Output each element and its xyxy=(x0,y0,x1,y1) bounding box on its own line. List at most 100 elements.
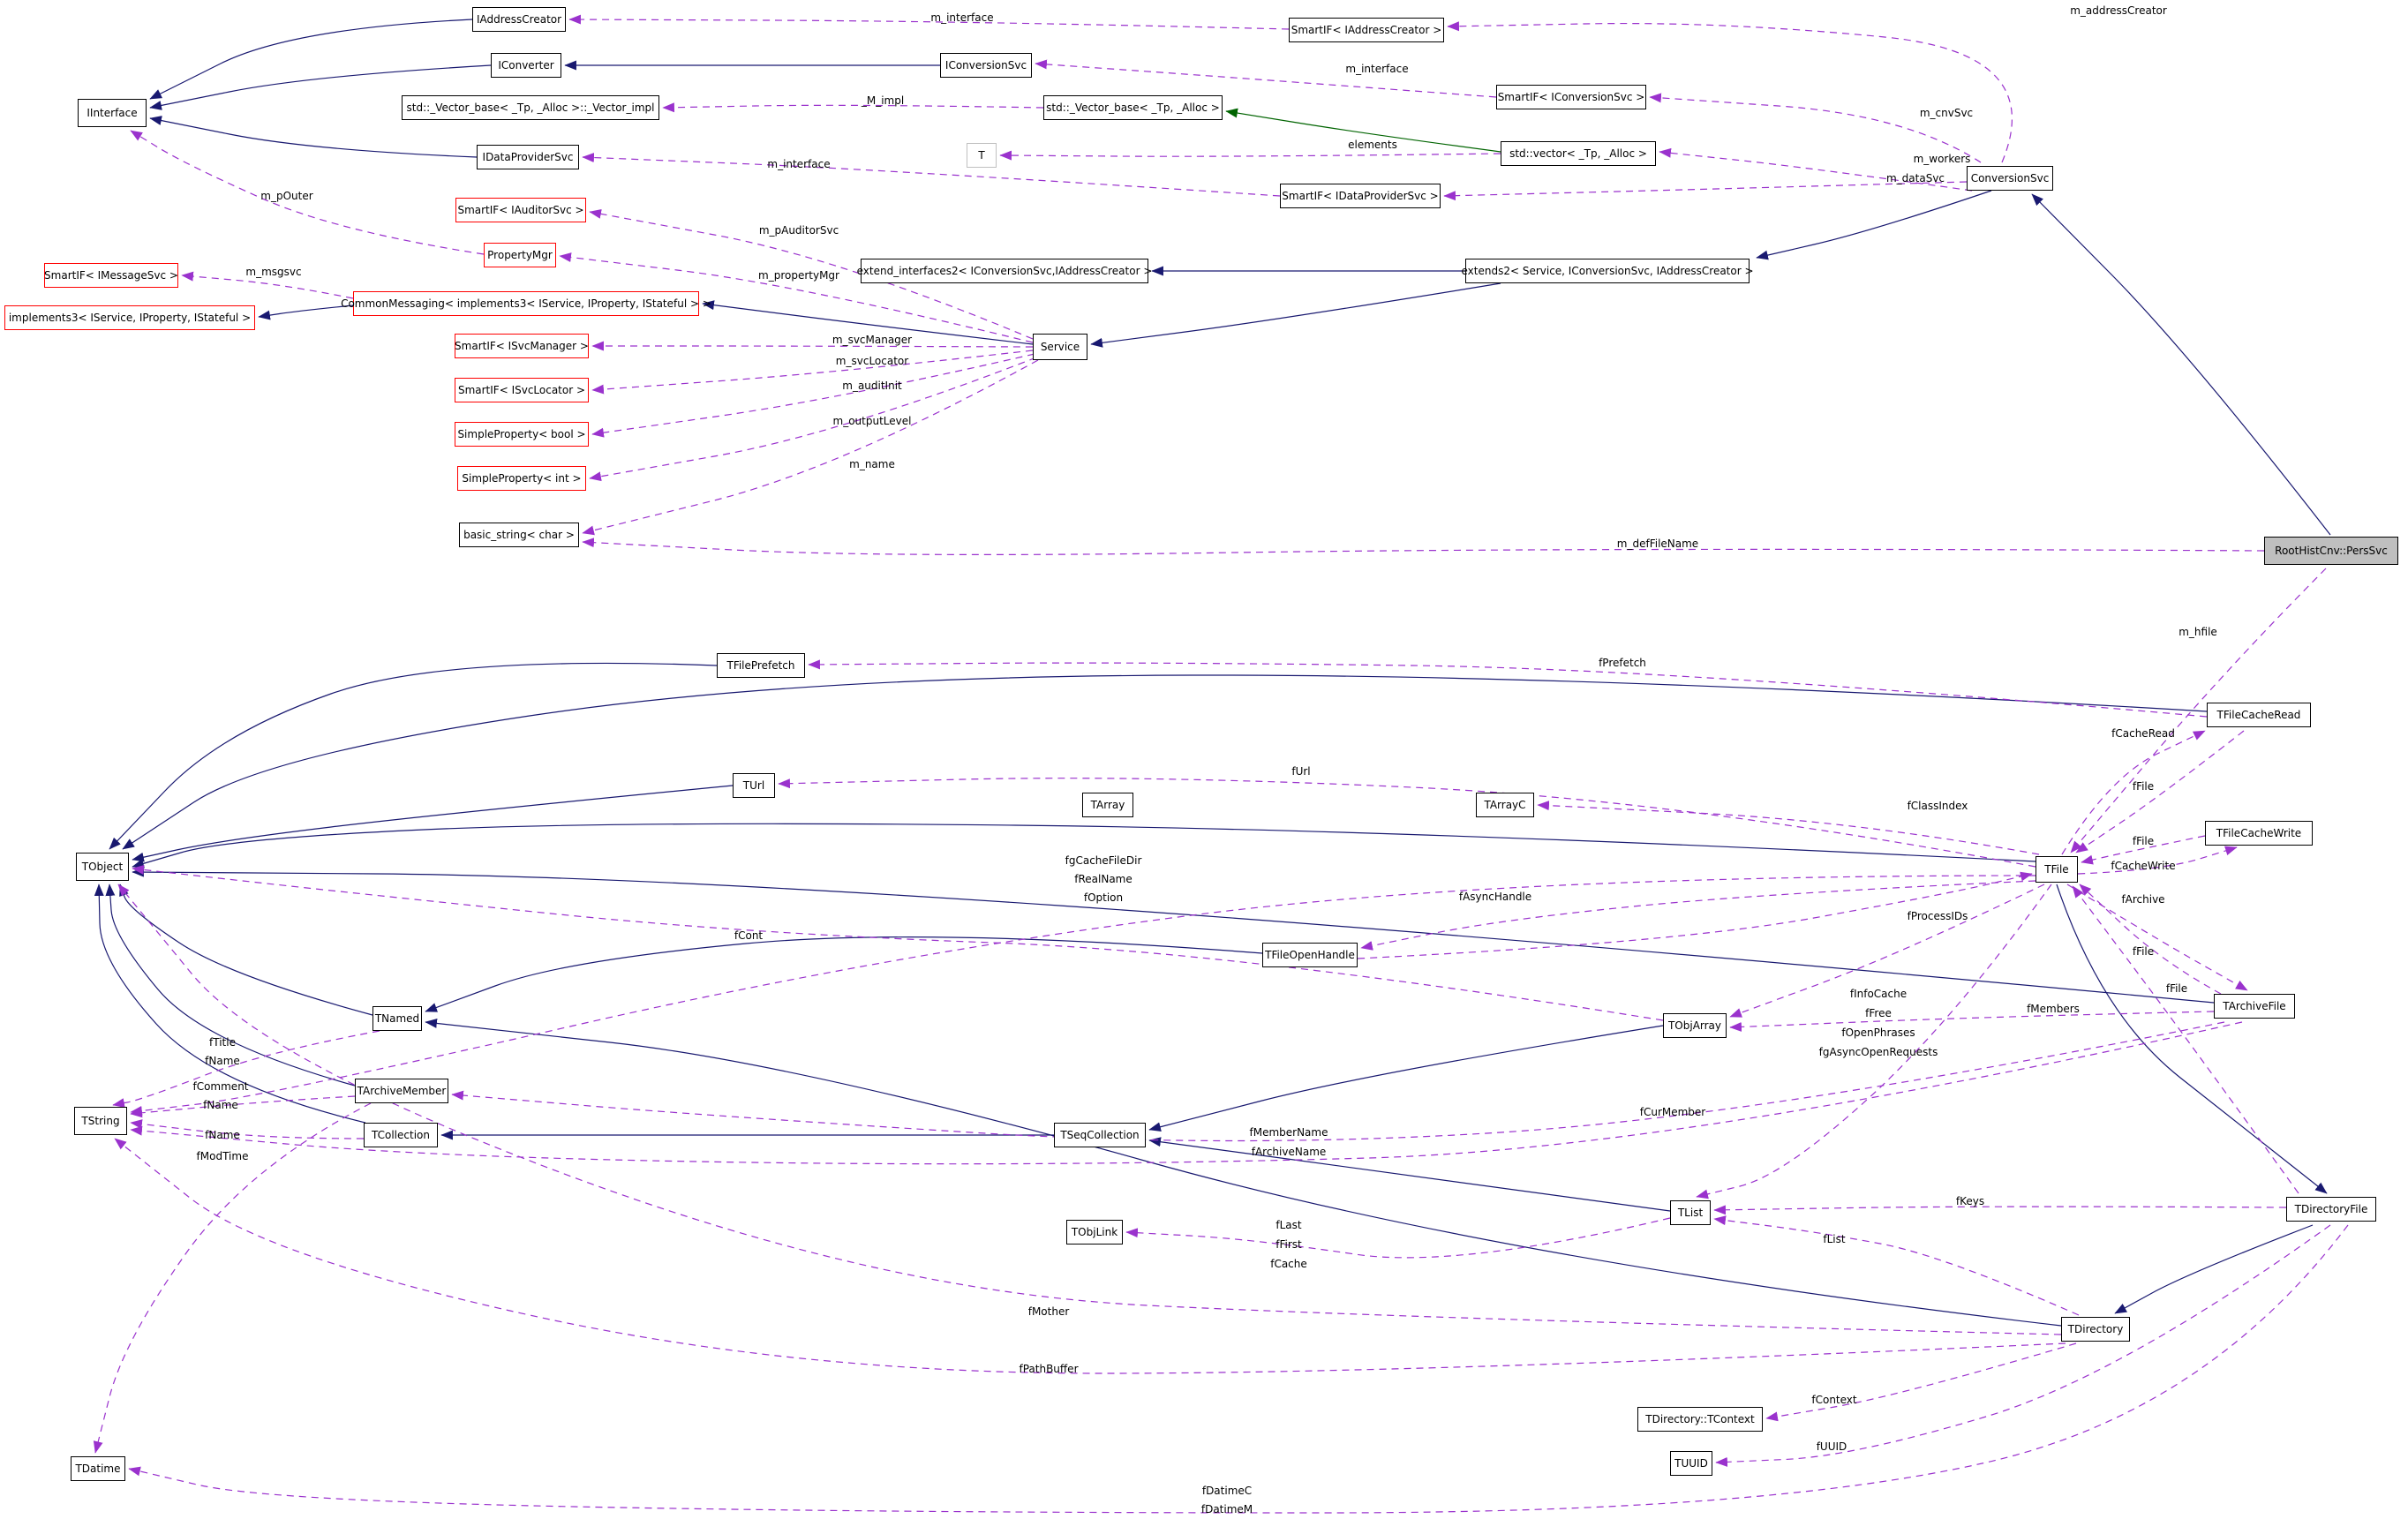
node-tobjarray[interactable]: TObjArray xyxy=(1663,1013,1727,1038)
edge-label-fcacheread: fCacheRead xyxy=(2111,727,2175,740)
edge-conversionsvc-stdvector xyxy=(1659,147,1973,192)
node-turl[interactable]: TUrl xyxy=(733,773,775,798)
node-tlist[interactable]: TList xyxy=(1670,1200,1711,1225)
edge-tarchivefile-tobject xyxy=(132,867,2215,1004)
edge-label-fgcachefiledir: fgCacheFileDir xyxy=(1065,854,1142,867)
node-tfilecacheread[interactable]: TFileCacheRead xyxy=(2207,703,2311,727)
node-smartif-idataprovidersvc[interactable]: SmartIF< IDataProviderSvc > xyxy=(1280,184,1441,208)
node-iinterface[interactable]: IInterface xyxy=(78,99,147,127)
edge-label-ffirst: fFirst xyxy=(1275,1238,1302,1251)
edge-label-fcurmember: fCurMember xyxy=(1639,1106,1706,1118)
edge-iaddresscreator-iinterface xyxy=(149,19,473,100)
edge-label-fdatimem: fDatimeM xyxy=(1200,1503,1253,1515)
edge-idataprovidersvc-iinterface xyxy=(149,116,478,158)
edge-label-fcontext: fContext xyxy=(1811,1394,1857,1406)
edge-label-m-svcmanager: m_svcManager xyxy=(832,334,913,346)
edge-label-farchive: fArchive xyxy=(2121,893,2165,906)
edge-tdirectoryfile-tuuid xyxy=(1715,1224,2331,1467)
node-tuuid[interactable]: TUUID xyxy=(1670,1451,1712,1476)
edge-iconverter-iinterface xyxy=(149,64,492,110)
node-tdirectory[interactable]: TDirectory xyxy=(2061,1317,2130,1342)
node-tnamed[interactable]: TNamed xyxy=(372,1006,422,1031)
edge-smartifidata-idataprovidersvc xyxy=(582,153,1281,197)
edge-service-smartifisvclocator xyxy=(591,350,1034,395)
node-tdirectory-tcontext[interactable]: TDirectory::TContext xyxy=(1637,1407,1763,1432)
edge-tfile-tarrayc xyxy=(1537,801,2040,855)
node-smartif-isvclocator[interactable]: SmartIF< ISvcLocator > xyxy=(455,378,589,402)
node-smartif-iconversionsvc[interactable]: SmartIF< IConversionSvc > xyxy=(1496,85,1646,109)
node-tarray[interactable]: TArray xyxy=(1082,793,1133,817)
edge-label-m-interface-3: m_interface xyxy=(767,158,831,170)
edge-tcollection-tstring xyxy=(130,1119,365,1139)
edge-label-m-auditinit: m_auditInit xyxy=(842,380,902,392)
edge-service-commonmessaging xyxy=(702,300,1034,345)
node-tarchivemember[interactable]: TArchiveMember xyxy=(355,1079,448,1103)
node-vector-base[interactable]: std::_Vector_base< _Tp, _Alloc > xyxy=(1043,95,1223,120)
node-tfile[interactable]: TFile xyxy=(2036,856,2078,883)
edge-label-fgasyncopenrequests: fgAsyncOpenRequests xyxy=(1818,1046,1938,1058)
edge-service-smartifisvcmanager xyxy=(591,341,1034,351)
edge-commonmessaging-implements3 xyxy=(258,305,354,320)
edge-vectorbase-vectorbaseimpl xyxy=(662,102,1044,113)
node-simpleproperty-bool[interactable]: SimpleProperty< bool > xyxy=(455,422,589,447)
edge-label-furl: fUrl xyxy=(1291,765,1311,778)
edge-service-basicstring xyxy=(582,359,1039,536)
edge-tfilecacheread-tobject xyxy=(122,674,2208,850)
edge-tfile-tobject xyxy=(132,823,2036,869)
node-iaddresscreator[interactable]: IAddressCreator xyxy=(472,7,566,32)
node-propertymgr[interactable]: PropertyMgr xyxy=(484,243,556,267)
node-tseqcollection[interactable]: TSeqCollection xyxy=(1054,1123,1146,1147)
node-tfilecachewrite[interactable]: TFileCacheWrite xyxy=(2205,821,2313,846)
node-extends2[interactable]: extends2< Service, IConversionSvc, IAddr… xyxy=(1461,259,1754,283)
edge-perssvc-conversionsvc xyxy=(2031,193,2331,536)
node-tdatime[interactable]: TDatime xyxy=(71,1456,125,1481)
node-extend-interfaces2[interactable]: extend_interfaces2< IConversionSvc,IAddr… xyxy=(857,259,1152,283)
edge-tfile-tstring xyxy=(130,875,2036,1116)
node-tdirectoryfile[interactable]: TDirectoryFile xyxy=(2286,1197,2376,1222)
node-smartif-isvcmanager[interactable]: SmartIF< ISvcManager > xyxy=(455,334,589,358)
edge-label-flast: fLast xyxy=(1275,1219,1302,1231)
edge-conversionsvc-smartificonv xyxy=(1649,93,1982,163)
node-tfileprefetch[interactable]: TFilePrefetch xyxy=(717,653,805,678)
edge-stdvector-vectorbase xyxy=(1225,108,1501,153)
node-vector-base-impl[interactable]: std::_Vector_base< _Tp, _Alloc >::_Vecto… xyxy=(402,95,659,120)
node-smartif-iauditorsvc[interactable]: SmartIF< IAuditorSvc > xyxy=(455,198,586,222)
node-tstring[interactable]: TString xyxy=(74,1107,127,1135)
edge-extends2-service xyxy=(1090,282,1501,348)
edge-label-ffile-c: fFile xyxy=(2132,945,2155,958)
node-smartif-imessagesvc[interactable]: SmartIF< IMessageSvc > xyxy=(44,263,178,288)
edge-tdirectory-tobject xyxy=(117,884,2062,1335)
edge-tfile-turl xyxy=(778,778,2036,868)
node-tobject[interactable]: TObject xyxy=(76,853,129,881)
node-simpleproperty-int[interactable]: SimpleProperty< int > xyxy=(457,466,586,491)
edge-label-m-pouter: m_pOuter xyxy=(260,190,313,202)
node-tarrayc[interactable]: TArrayC xyxy=(1476,793,1534,817)
edge-label-fmother: fMother xyxy=(1027,1305,1070,1318)
node-service[interactable]: Service xyxy=(1033,334,1087,360)
edge-turl-tobject xyxy=(132,785,734,862)
node-t[interactable]: T xyxy=(967,143,997,168)
edge-propertymgr-iinterface xyxy=(130,130,485,255)
node-commonmessaging[interactable]: CommonMessaging< implements3< IService, … xyxy=(341,291,711,316)
node-idataprovidersvc[interactable]: IDataProviderSvc xyxy=(477,145,579,169)
edge-stdvector-t xyxy=(999,150,1501,161)
edge-label-fprefetch: fPrefetch xyxy=(1599,657,1646,669)
edge-label-m-workers: m_workers xyxy=(1913,153,1971,165)
edge-label-m-datasvc: m_dataSvc xyxy=(1885,172,1945,184)
node-tobjlink[interactable]: TObjLink xyxy=(1066,1220,1123,1245)
edge-label-ftitle: fTitle xyxy=(209,1036,236,1049)
node-iconversionsvc[interactable]: IConversionSvc xyxy=(940,53,1032,78)
node-tarchivefile[interactable]: TArchiveFile xyxy=(2214,994,2295,1019)
edge-label-fcachewrite: fCacheWrite xyxy=(2111,860,2176,872)
node-iconverter[interactable]: IConverter xyxy=(491,53,561,78)
node-implements3[interactable]: implements3< IService, IProperty, IState… xyxy=(4,305,255,330)
edge-label-fdatimec: fDatimeC xyxy=(1201,1485,1253,1497)
node-pers-svc[interactable]: RootHistCnv::PersSvc xyxy=(2264,537,2398,565)
node-basic-string[interactable]: basic_string< char > xyxy=(459,523,579,547)
node-tcollection[interactable]: TCollection xyxy=(364,1123,438,1147)
node-tfileopenhandle[interactable]: TFileOpenHandle xyxy=(1262,943,1358,967)
node-conversionsvc[interactable]: ConversionSvc xyxy=(1967,166,2053,191)
node-smartif-iaddresscreator[interactable]: SmartIF< IAddressCreator > xyxy=(1289,18,1444,42)
node-std-vector[interactable]: std::vector< _Tp, _Alloc > xyxy=(1501,141,1656,166)
